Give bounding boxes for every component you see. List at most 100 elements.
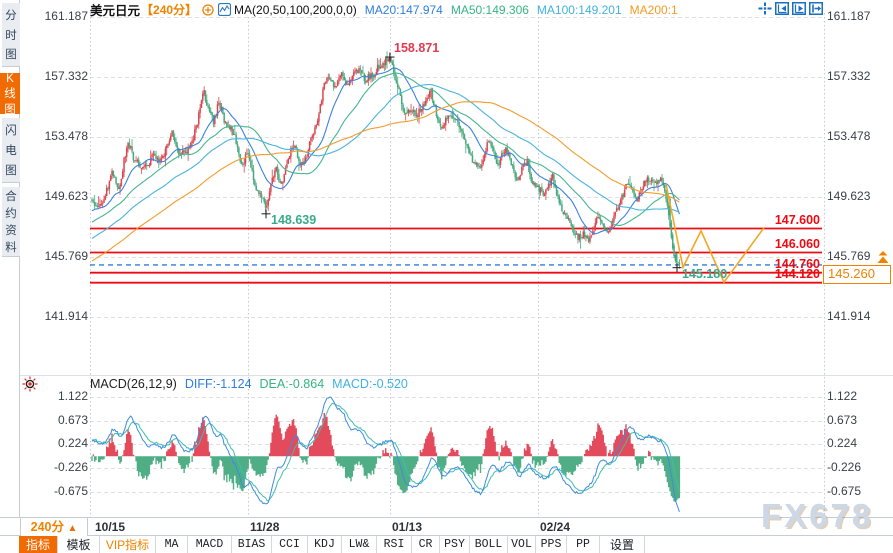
projection-zigzag: [665, 183, 765, 284]
current-price-value: 145.260: [828, 266, 875, 281]
toolbar-item-16[interactable]: PP: [567, 536, 600, 553]
ma-legend-item-1: MA20:147.974: [364, 2, 443, 17]
price-up-arrow-icon: [877, 251, 889, 263]
period-selector-label: 240分: [30, 520, 64, 534]
pan-right-icon[interactable]: [809, 2, 823, 15]
chart-tool-icons: [758, 2, 823, 15]
price-axis-label-right: 141.914: [827, 309, 871, 323]
date-label: 01/13: [392, 520, 423, 534]
sidebar-tab-char: 时: [5, 29, 17, 42]
toolbar-item-13[interactable]: BOLL: [470, 536, 508, 553]
toolbar-item-17[interactable]: 设置: [600, 536, 645, 553]
toolbar-item-5[interactable]: MACD: [188, 536, 232, 553]
level-lines: [90, 227, 822, 284]
indicator-settings-icon[interactable]: [22, 376, 38, 392]
macd-legend-item-3: MACD:-0.520: [332, 377, 408, 391]
macd-axis-label-right: 0.224: [827, 436, 858, 450]
date-axis-row: 240分 ▲ 10/15 11/28 01/13 02/24: [0, 517, 893, 537]
current-price-box: 145.260: [823, 265, 891, 284]
sidebar-tab-char: 线: [4, 88, 16, 100]
macd-axis-label-right: 1.122: [827, 389, 858, 403]
bottom-toolbar: 指标 模板 VIP指标 MA MACD BIAS CCI KDJ LW& RSI CR PSY BOLL…: [0, 536, 893, 553]
crosshair-icon[interactable]: [758, 2, 772, 15]
toolbar-item-3[interactable]: VIP指标: [100, 536, 156, 553]
macd-axis-label-left: 1.122: [57, 389, 88, 403]
sidebar-tab-3[interactable]: 闪电图: [2, 118, 20, 183]
date-label: 10/15: [95, 520, 126, 534]
price-axis-label-right: 149.623: [827, 189, 871, 203]
toolbar-item-10[interactable]: RSI: [377, 536, 412, 553]
ma-legend-item-2: MA50:149.306: [450, 2, 529, 17]
symbol-title: 美元日元: [90, 4, 141, 18]
date-label: 02/24: [540, 520, 571, 534]
ma-legend: MA20:147.974 MA50:149.306 MA100:149.201 MA2…: [357, 3, 678, 17]
period-selector[interactable]: 240分 ▲: [20, 517, 88, 537]
sidebar-tab-1[interactable]: 分时图: [2, 3, 20, 67]
price-axis-label-left: 141.914: [44, 309, 88, 323]
macd-legend: MACD(26,12,9) DIFF:-1.124 DEA:-0.864 MACD:…: [90, 377, 408, 391]
toolbar-item-1[interactable]: 指标: [19, 536, 58, 553]
toolbar-item-14[interactable]: VOL: [508, 536, 536, 553]
gridlines-horizontal: [90, 17, 824, 493]
toolbar-item-2[interactable]: 模板: [58, 536, 100, 553]
toolbar-item-6[interactable]: BIAS: [232, 536, 272, 553]
sidebar-tab-char: 资: [5, 225, 17, 237]
price-axis-label-left: 157.332: [44, 69, 88, 83]
swing-cross-markers: [261, 52, 682, 273]
watermark: FX678: [761, 497, 874, 534]
sidebar-tab-char: 闪: [5, 125, 17, 137]
dropdown-up-icon: ▲: [67, 523, 78, 534]
price-axis-label-left: 149.623: [44, 189, 88, 203]
sidebar-tab-char: 图: [5, 165, 17, 177]
sidebar-tab-char: 图: [5, 49, 17, 62]
macd-axis-label-left: -0.226: [53, 460, 88, 474]
swing-low-label: 148.639: [271, 212, 317, 227]
macd-axis-label-left: 0.673: [57, 413, 88, 427]
toolbar-item-9[interactable]: LW&: [342, 536, 377, 553]
price-axis-label-right: 153.478: [827, 129, 871, 143]
sidebar-tab-4[interactable]: 合约资料: [2, 187, 20, 257]
price-axis-label-right: 161.187: [827, 9, 871, 23]
sidebar-tab-char: 约: [5, 208, 17, 220]
macd-axis-label-left: 0.224: [57, 436, 88, 450]
swing-high-label: 158.871: [394, 40, 440, 55]
sidebar-tab-char: 料: [5, 242, 17, 254]
toolbar-item-15[interactable]: PPS: [536, 536, 567, 553]
macd-axis-label-right: 0.673: [827, 413, 858, 427]
zoom-axis-left-icon[interactable]: [775, 2, 789, 15]
ma-settings-label: MA(20,50,100,200,0,0): [234, 2, 357, 17]
price-axis-label-left: 145.769: [44, 249, 88, 263]
sidebar-tab-char: 图: [4, 104, 16, 116]
macd-axis-label-right: -0.226: [827, 460, 862, 474]
level-label: 144.760: [774, 257, 820, 272]
chart-header: 美元日元 【240分】 MA(20,50,100,200,0,0) MA20:1…: [90, 1, 678, 19]
toolbar-item-4[interactable]: MA: [156, 536, 188, 553]
macd-legend-item-2: DEA:-0.864: [259, 377, 325, 391]
swing-low-label: 145.180: [682, 266, 728, 281]
ma-legend-item-3: MA100:149.201: [536, 2, 622, 17]
add-indicator-icon[interactable]: [202, 3, 214, 16]
sidebar-tab-char: 电: [5, 145, 17, 157]
gridlines-vertical: [90, 13, 825, 516]
date-label: 11/28: [250, 520, 280, 534]
period-tag: 【240分】: [141, 3, 198, 17]
toolbar-item-8[interactable]: KDJ: [308, 536, 342, 553]
zoom-axis-play-icon[interactable]: [792, 2, 806, 15]
toolbar-item-7[interactable]: CCI: [272, 536, 308, 553]
price-axis-label-left: 161.187: [44, 9, 88, 23]
price-axis-label-left: 153.478: [44, 129, 88, 143]
macd-params-label: MACD(26,12,9): [90, 377, 177, 391]
macd-legend-item-1: DIFF:-1.124: [184, 377, 252, 391]
level-label: 147.600: [774, 212, 820, 227]
candles-and-ma-layer: [91, 51, 681, 269]
price-axis-label-right: 145.769: [827, 249, 871, 263]
macd-layer: [91, 396, 681, 512]
toolbar-item-11[interactable]: CR: [412, 536, 440, 553]
toolbar-item-12[interactable]: PSY: [440, 536, 470, 553]
macd-axis-label-left: -0.675: [53, 484, 88, 498]
level-label: 144.120: [774, 267, 820, 282]
chart-type-icon[interactable]: [218, 3, 232, 16]
